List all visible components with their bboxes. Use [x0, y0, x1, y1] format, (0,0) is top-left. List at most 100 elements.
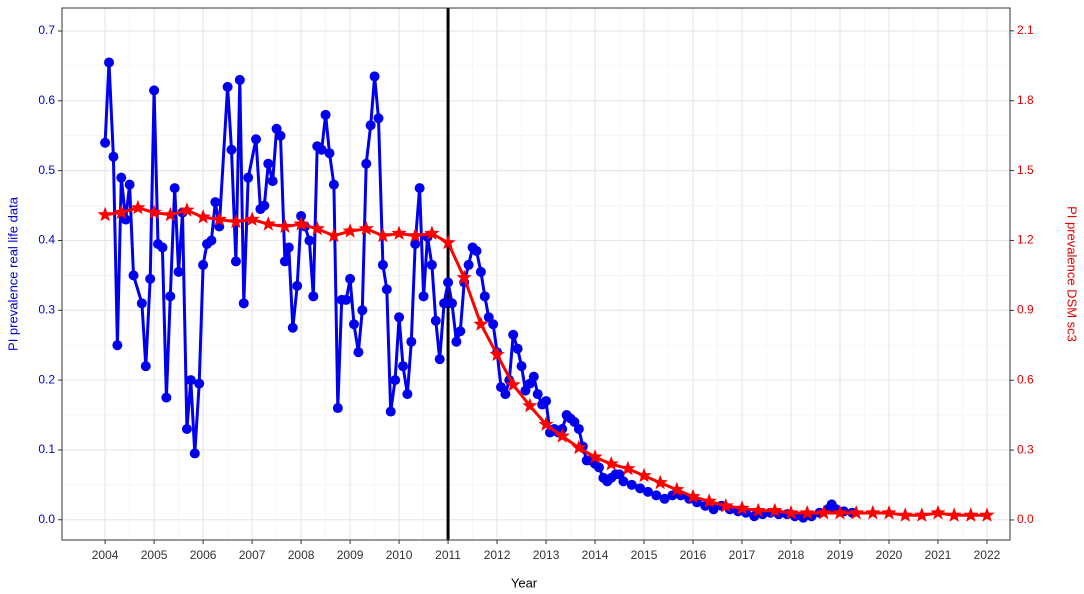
x-tick-label: 2010 — [386, 548, 413, 562]
point — [194, 378, 205, 389]
point — [124, 179, 135, 190]
x-tick-label: 2005 — [141, 548, 168, 562]
star-marker — [97, 206, 113, 222]
point — [283, 242, 294, 253]
x-tick-label: 2011 — [435, 548, 461, 562]
point — [116, 172, 127, 183]
star-marker — [816, 505, 832, 520]
point — [516, 361, 527, 372]
point — [243, 172, 254, 183]
point — [308, 291, 319, 302]
point — [259, 200, 270, 211]
point — [443, 277, 454, 288]
point — [173, 266, 184, 277]
point — [434, 354, 445, 365]
x-tick-label: 2017 — [729, 548, 756, 562]
star-marker — [865, 505, 881, 520]
point — [626, 479, 637, 490]
y-tick-label: 0.0 — [38, 512, 55, 526]
star-marker — [293, 216, 309, 231]
star-marker — [587, 449, 603, 464]
x-tick-label: 2006 — [190, 548, 217, 562]
star-marker — [326, 227, 342, 243]
x-tick-label: 2020 — [876, 548, 903, 562]
point — [426, 259, 437, 270]
point — [410, 238, 421, 249]
star-marker — [309, 220, 325, 236]
point — [348, 319, 359, 330]
x-tick-label: 2013 — [533, 548, 560, 562]
star-marker — [930, 505, 946, 520]
star-marker — [685, 488, 701, 504]
y2-tick-label: 1.8 — [1017, 93, 1034, 107]
x-tick-label: 2015 — [631, 548, 658, 562]
star-marker — [914, 507, 930, 522]
star-marker — [701, 493, 717, 508]
point — [324, 148, 335, 159]
star-marker — [946, 507, 962, 522]
star-marker — [718, 498, 734, 513]
y-tick-label: 0.5 — [38, 163, 55, 177]
point — [108, 151, 119, 162]
point — [226, 144, 237, 155]
point — [418, 291, 429, 302]
point — [390, 375, 401, 386]
point — [169, 183, 180, 194]
panel-border — [61, 7, 1011, 541]
star-marker — [195, 209, 211, 224]
star-marker — [146, 204, 162, 219]
star-marker — [832, 505, 848, 520]
point — [361, 158, 372, 169]
point — [365, 120, 376, 131]
point — [100, 137, 111, 148]
point — [341, 294, 352, 305]
y2-tick-label: 1.2 — [1017, 233, 1034, 247]
point — [206, 235, 217, 246]
point — [222, 81, 233, 92]
x-tick-label: 2012 — [484, 548, 511, 562]
x-tick-label: 2021 — [925, 548, 952, 562]
x-tick-label: 2014 — [582, 548, 609, 562]
point — [165, 291, 176, 302]
star-marker — [538, 416, 554, 431]
star-marker — [456, 269, 472, 285]
star-marker — [750, 502, 766, 518]
star-marker — [130, 199, 146, 215]
star-marker — [277, 218, 293, 233]
point — [104, 57, 115, 68]
point — [161, 392, 172, 403]
point — [635, 483, 646, 494]
star-marker — [260, 216, 276, 231]
star-marker — [358, 220, 374, 236]
point — [488, 319, 499, 330]
x-axis-label: Year — [511, 575, 538, 590]
point — [385, 406, 396, 417]
point — [332, 403, 343, 414]
star-marker — [897, 507, 913, 522]
star-marker — [767, 502, 783, 518]
star-marker — [571, 439, 587, 455]
star-marker — [228, 213, 244, 229]
point — [251, 134, 262, 145]
x-tick-label: 2004 — [92, 548, 119, 562]
point — [659, 493, 670, 504]
point — [136, 298, 147, 309]
point — [267, 176, 278, 187]
star-marker — [799, 505, 815, 520]
star-marker — [636, 467, 652, 483]
x-tick-label: 2018 — [778, 548, 805, 562]
point — [345, 273, 356, 284]
point — [642, 486, 653, 497]
point — [296, 211, 307, 222]
point — [353, 347, 364, 358]
point — [140, 361, 151, 372]
point — [292, 280, 303, 291]
point — [618, 476, 629, 487]
y2-tick-label: 0.6 — [1017, 372, 1034, 386]
point — [234, 74, 245, 85]
point — [451, 336, 462, 347]
star-marker — [603, 456, 619, 471]
point — [532, 389, 543, 400]
star-marker — [162, 206, 178, 222]
point — [439, 298, 450, 309]
